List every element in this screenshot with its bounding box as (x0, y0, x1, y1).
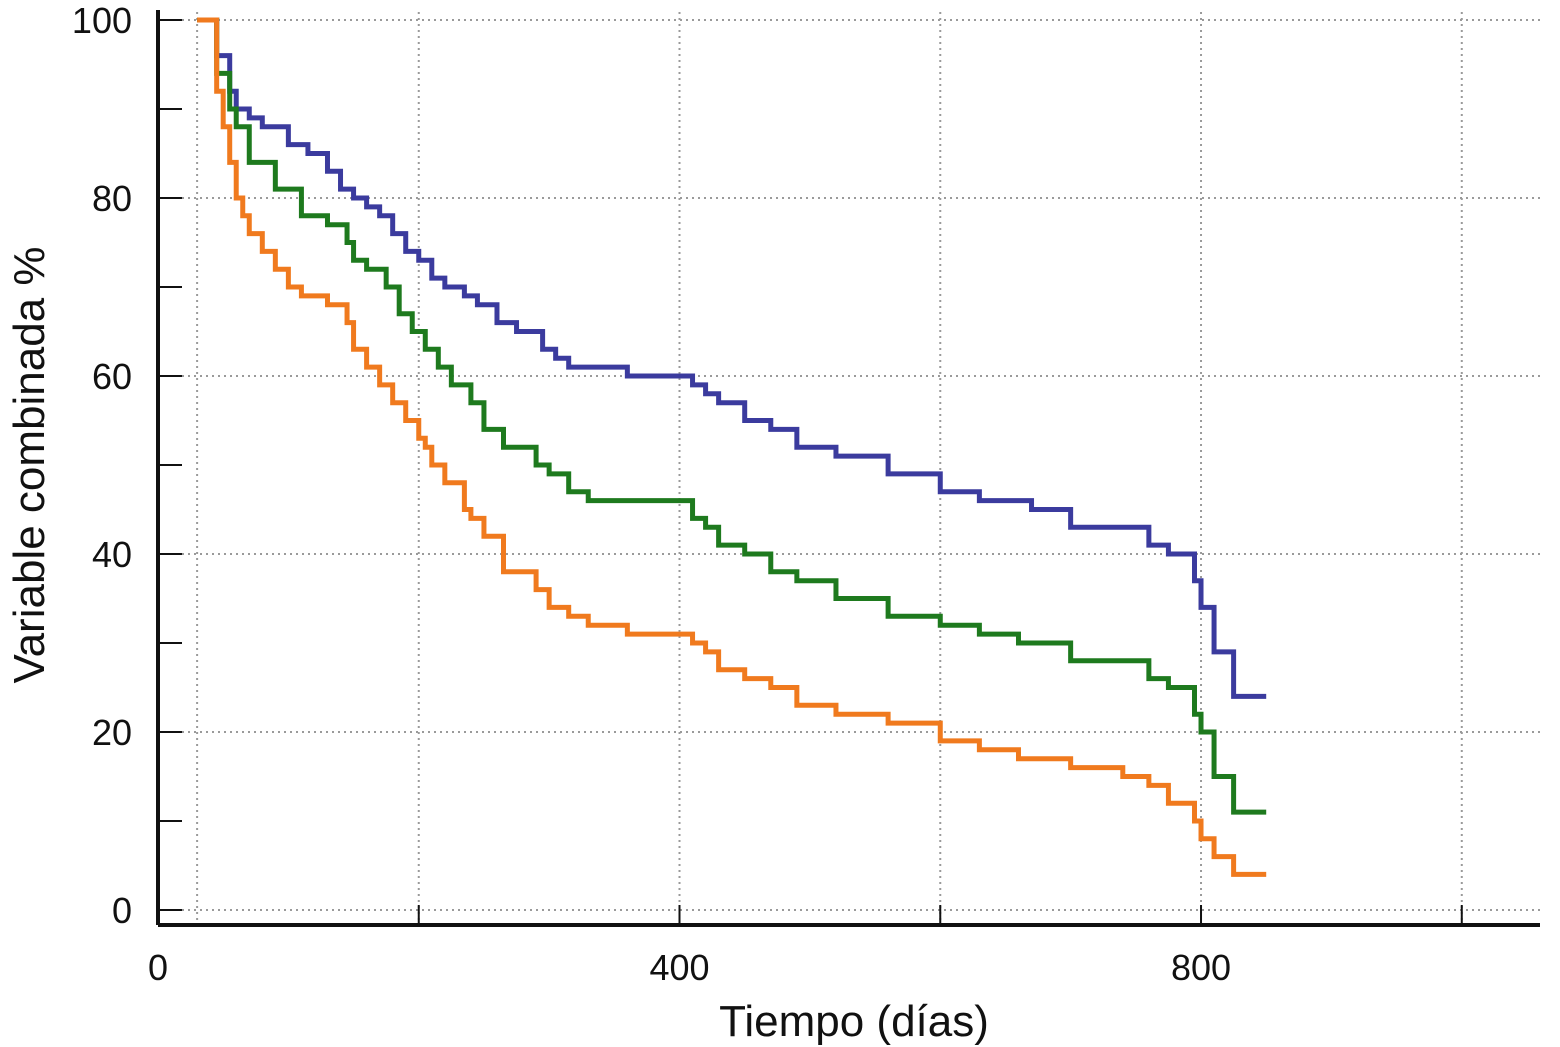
x-axis-title: Tiempo (días) (719, 997, 989, 1046)
y-tick-label-0: 0 (112, 890, 132, 931)
series-line-1 (197, 17, 1267, 815)
grid (158, 12, 1540, 925)
y-tick-label-5: 100 (72, 0, 132, 41)
x-tick-label-0: 0 (148, 947, 168, 988)
series-line-2 (197, 17, 1267, 877)
y-axis-title: Variable combinada % (5, 247, 54, 684)
ticks: 0 20 40 60 80 100 0 400 800 (72, 0, 1463, 988)
x-tick-label-1: 400 (649, 947, 709, 988)
series-line-0 (197, 17, 1267, 699)
y-tick-label-4: 80 (92, 178, 132, 219)
y-tick-label-2: 40 (92, 534, 132, 575)
y-tick-label-1: 20 (92, 712, 132, 753)
x-tick-label-2: 800 (1171, 947, 1231, 988)
y-tick-label-3: 60 (92, 356, 132, 397)
axes (156, 10, 1540, 927)
series-lines (197, 17, 1267, 877)
